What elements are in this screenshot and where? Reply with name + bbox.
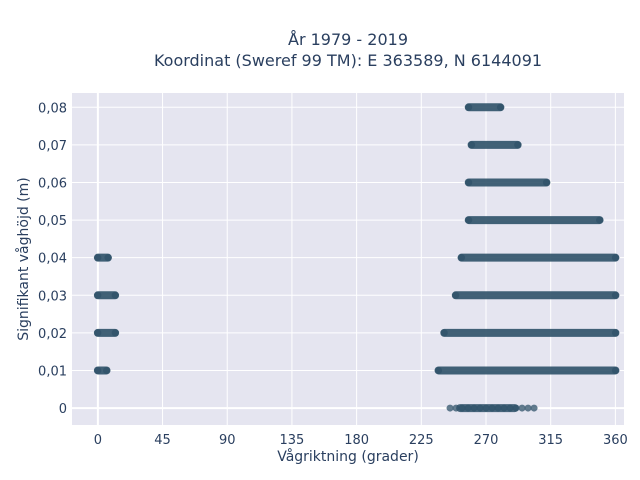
data-point: [596, 216, 604, 224]
data-point: [524, 404, 532, 412]
y-tick-label: 0,08: [38, 101, 67, 116]
data-point: [530, 404, 538, 412]
data-point: [465, 216, 473, 224]
data-point: [111, 291, 119, 299]
chart-title-line2: Koordinat (Sweref 99 TM): E 363589, N 61…: [154, 51, 542, 70]
data-point: [440, 329, 448, 337]
y-tick-label: 0,03: [38, 289, 67, 304]
data-point: [514, 141, 522, 149]
x-tick-label: 45: [154, 433, 171, 448]
y-tick-label: 0,07: [38, 139, 67, 154]
data-point: [542, 178, 550, 186]
data-point: [470, 404, 478, 412]
data-point: [435, 366, 443, 374]
data-point: [518, 404, 526, 412]
chart-title-line1: År 1979 - 2019: [288, 30, 408, 49]
data-point: [452, 404, 460, 412]
x-tick-label: 180: [344, 433, 369, 448]
data-point: [103, 366, 110, 374]
y-tick-label: 0,04: [38, 252, 67, 267]
data-point: [104, 254, 112, 262]
x-tick-label: 225: [409, 433, 434, 448]
y-tick-label: 0,05: [38, 214, 67, 229]
y-axis-title: Signifikant våghöjd (m): [15, 177, 32, 340]
x-tick-label: 135: [280, 433, 305, 448]
data-point: [94, 329, 102, 337]
data-point: [611, 366, 619, 374]
data-point: [458, 254, 466, 262]
y-tick-label: 0: [59, 402, 67, 417]
x-tick-label: 90: [219, 433, 236, 448]
data-point: [611, 329, 619, 337]
data-point: [94, 291, 102, 299]
data-point: [512, 404, 520, 412]
data-point: [476, 404, 484, 412]
y-tick-label: 0,06: [38, 176, 67, 191]
data-point: [464, 404, 472, 412]
data-point: [500, 404, 508, 412]
data-point: [494, 404, 502, 412]
data-point: [468, 141, 476, 149]
data-point: [506, 404, 514, 412]
data-point: [458, 404, 466, 412]
x-tick-labels: 0 45 90 135 180 225 270 315 360: [94, 433, 628, 448]
data-point: [488, 404, 496, 412]
data-point: [482, 404, 490, 412]
data-points: [93, 103, 620, 413]
data-point: [496, 103, 504, 111]
data-point: [611, 254, 619, 262]
x-tick-label: 315: [538, 433, 563, 448]
data-point: [446, 404, 454, 412]
y-tick-labels: 0 0,01 0,02 0,03 0,04 0,05 0,06 0,07 0,08: [38, 101, 67, 417]
data-point: [465, 178, 473, 186]
data-point: [452, 291, 460, 299]
data-point: [94, 366, 102, 374]
data-point: [611, 291, 619, 299]
x-tick-label: 270: [474, 433, 499, 448]
x-axis-title: Vågriktning (grader): [277, 448, 419, 465]
x-tick-label: 0: [94, 433, 102, 448]
y-tick-label: 0,02: [38, 327, 67, 342]
data-point: [94, 254, 102, 262]
y-tick-label: 0,01: [38, 364, 67, 379]
data-point: [465, 103, 473, 111]
x-tick-label: 360: [603, 433, 628, 448]
data-point: [111, 329, 119, 337]
